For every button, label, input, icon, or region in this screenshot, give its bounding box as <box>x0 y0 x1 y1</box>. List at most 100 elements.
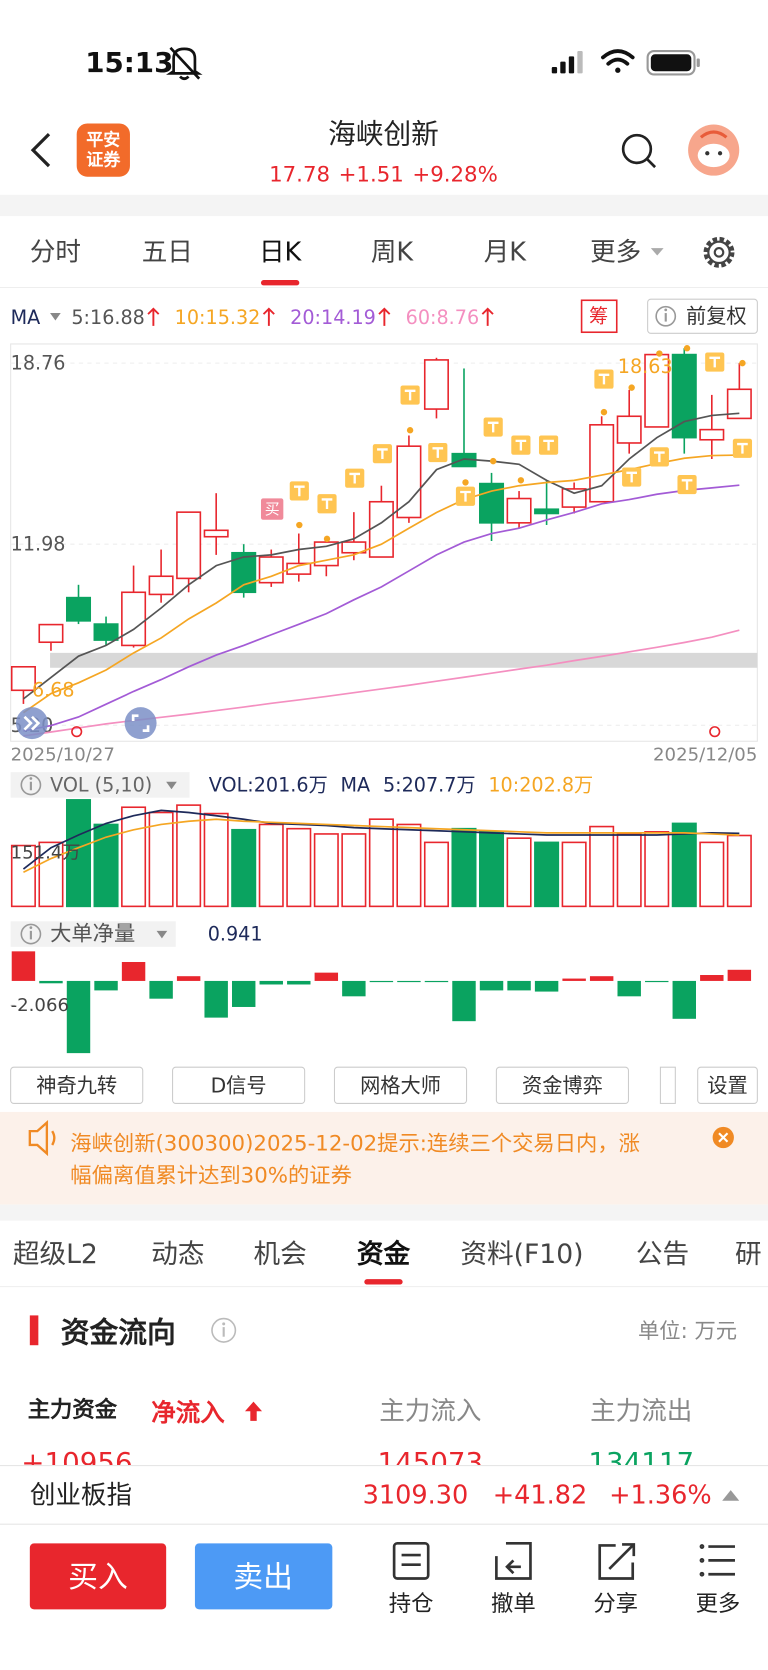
buy-button[interactable]: 买入 <box>29 1543 167 1610</box>
info-tab[interactable]: 资料(F10) <box>460 1239 583 1270</box>
search-button[interactable] <box>621 133 657 169</box>
candle-body <box>396 445 422 519</box>
tool-button[interactable]: 神奇九转 <box>10 1066 144 1104</box>
volume-bar <box>616 833 642 908</box>
notice-text: 海峡创新(300300)2025-12-02提示:连续三个交易日内，涨 <box>70 1131 640 1156</box>
info-tab[interactable]: 研 <box>735 1239 762 1270</box>
expand-icon <box>722 1490 740 1501</box>
signal-dot <box>628 384 635 391</box>
section-marker <box>29 1315 39 1346</box>
index-change: +41.82 <box>493 1480 588 1510</box>
inflow-label: 主力流入 <box>379 1396 481 1426</box>
sell-button[interactable]: 卖出 <box>194 1543 333 1610</box>
cancel-icon[interactable] <box>495 1542 532 1580</box>
net-bar <box>534 980 559 992</box>
signal-dot <box>739 359 746 367</box>
period-tab[interactable]: 日K <box>259 237 303 267</box>
t-marker-glyph <box>626 471 637 483</box>
section-title: 资金流向 <box>61 1315 176 1349</box>
tool-button-box <box>172 1066 306 1104</box>
net-label: 净流入 <box>151 1398 225 1427</box>
net-bar <box>562 978 586 981</box>
candle-body <box>65 596 92 622</box>
x-tick-label: 2025/10/27 <box>11 745 115 766</box>
adjust-button[interactable]: 前复权 <box>647 298 758 334</box>
info-tab[interactable]: 超级L2 <box>13 1239 98 1270</box>
tool-button-partial[interactable] <box>659 1066 676 1104</box>
t-marker-glyph <box>487 421 499 433</box>
period-tab[interactable]: 月K <box>484 237 528 267</box>
vol-title: VOL (5,10) <box>50 773 152 796</box>
action-label[interactable]: 持仓 <box>389 1591 434 1617</box>
back-button[interactable] <box>30 132 51 168</box>
vol-indicator-button[interactable]: VOL (5,10) <box>10 772 190 798</box>
volume-bar <box>203 812 229 908</box>
action-label[interactable]: 撤单 <box>491 1591 536 1617</box>
net-bar <box>121 961 146 981</box>
action-label[interactable]: 更多 <box>696 1591 741 1617</box>
period-tab[interactable]: 分时 <box>30 237 81 267</box>
y-tick-label: 18.76 <box>11 352 66 375</box>
info-tab[interactable]: 资金 <box>357 1239 411 1270</box>
action-icons <box>392 1542 735 1580</box>
dropdown-icon <box>50 313 61 321</box>
period-tab[interactable]: 更多 <box>590 237 641 267</box>
info-tab[interactable]: 公告 <box>636 1239 689 1270</box>
net-bar <box>369 980 394 983</box>
t-marker <box>289 481 309 501</box>
tool-button[interactable]: 设置 <box>697 1066 758 1104</box>
t-marker <box>622 467 642 487</box>
adjust-text: 前复权 <box>686 304 747 328</box>
info-tab[interactable]: 机会 <box>254 1239 307 1270</box>
volume-bar <box>313 833 339 908</box>
trend-arrow <box>147 307 160 326</box>
main-label: 主力资金 <box>28 1396 118 1423</box>
avatar-button[interactable] <box>688 124 740 176</box>
t-marker-glyph <box>404 389 416 401</box>
holdings-icon[interactable] <box>392 1542 430 1580</box>
tool-button-label: 设置 <box>707 1073 747 1097</box>
buy-text: 买入 <box>68 1560 128 1595</box>
signal-dot <box>517 477 525 484</box>
tool-button[interactable]: D信号 <box>172 1066 306 1104</box>
logo-text: 证券 <box>86 150 121 171</box>
action-label[interactable]: 分享 <box>593 1591 638 1617</box>
net-bar <box>176 976 201 981</box>
notice-close[interactable] <box>712 1126 734 1149</box>
ma-line <box>22 412 740 700</box>
info-icon[interactable] <box>211 1317 237 1343</box>
index-bar[interactable] <box>0 1465 768 1525</box>
volume-bar <box>121 806 147 908</box>
period-tab[interactable]: 周K <box>371 237 415 267</box>
signal-dot <box>656 350 663 357</box>
volume-bar <box>258 823 284 908</box>
net-indicator-button[interactable]: 大单净量 <box>10 921 176 947</box>
t-marker <box>428 443 448 463</box>
trend-arrow <box>262 307 275 326</box>
more-icon[interactable] <box>699 1544 735 1577</box>
tool-button[interactable]: 资金博弈 <box>495 1066 629 1104</box>
share-icon[interactable] <box>598 1543 636 1580</box>
stock-quote: 17.78 +1.51 +9.28% <box>269 162 498 187</box>
vol-legend-label: VOL:201.6万 <box>209 773 328 796</box>
candle-body <box>203 529 229 538</box>
info-tab[interactable]: 动态 <box>151 1239 204 1270</box>
chip-button[interactable]: 筹 <box>580 299 618 334</box>
up-arrow <box>244 1401 263 1421</box>
wifi-icon <box>601 49 635 73</box>
event-marker <box>709 726 721 738</box>
period-tab[interactable]: 五日 <box>142 237 193 267</box>
candle-body <box>368 500 394 558</box>
t-marker-glyph <box>681 479 693 490</box>
volume-bar <box>93 823 119 908</box>
settings-button[interactable] <box>703 236 735 268</box>
tool-button[interactable]: 网格大师 <box>333 1066 468 1104</box>
candle-body <box>341 541 367 554</box>
tool-button-label: 网格大师 <box>360 1073 441 1097</box>
ma-line <box>23 484 740 732</box>
volume-bar <box>38 841 64 908</box>
quote-price: 17.78 <box>269 162 330 187</box>
nav-button-zoom[interactable] <box>124 707 157 740</box>
nav-button-left[interactable] <box>15 707 48 740</box>
support-band <box>50 652 758 668</box>
